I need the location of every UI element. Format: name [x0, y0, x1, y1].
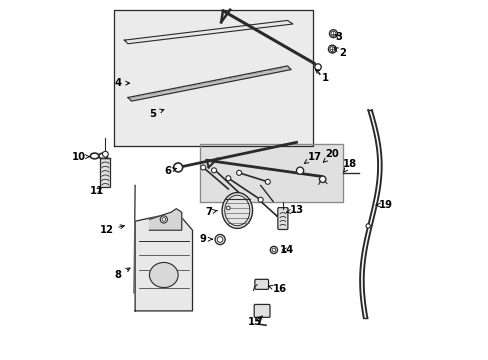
Text: 3: 3: [334, 32, 341, 41]
Ellipse shape: [271, 248, 275, 252]
Ellipse shape: [211, 168, 216, 173]
Ellipse shape: [173, 163, 182, 172]
Ellipse shape: [149, 262, 178, 288]
Text: 14: 14: [279, 245, 293, 255]
Ellipse shape: [99, 153, 107, 159]
Polygon shape: [135, 212, 192, 311]
Ellipse shape: [329, 46, 334, 51]
Ellipse shape: [215, 234, 224, 244]
Ellipse shape: [236, 170, 241, 175]
Text: 1: 1: [315, 69, 328, 83]
Ellipse shape: [90, 153, 99, 159]
Ellipse shape: [162, 218, 165, 221]
Ellipse shape: [225, 176, 230, 181]
Ellipse shape: [217, 237, 223, 242]
Ellipse shape: [365, 224, 369, 228]
Polygon shape: [113, 10, 312, 146]
Text: 15: 15: [247, 317, 261, 327]
Ellipse shape: [319, 176, 325, 183]
Text: 8: 8: [115, 268, 130, 280]
Ellipse shape: [329, 30, 337, 38]
Bar: [100, 158, 110, 187]
Text: 5: 5: [149, 109, 163, 119]
Polygon shape: [128, 66, 290, 101]
Polygon shape: [124, 21, 292, 44]
Ellipse shape: [160, 216, 167, 223]
Text: 20: 20: [323, 149, 339, 162]
Polygon shape: [199, 144, 343, 202]
Text: 17: 17: [304, 152, 321, 163]
Text: 13: 13: [286, 206, 303, 216]
Text: 6: 6: [163, 166, 176, 176]
Ellipse shape: [330, 31, 335, 36]
Text: 10: 10: [72, 152, 89, 162]
Text: 9: 9: [200, 234, 212, 244]
Ellipse shape: [226, 206, 230, 210]
Text: 18: 18: [343, 159, 357, 172]
FancyBboxPatch shape: [254, 279, 268, 289]
Text: 2: 2: [333, 48, 346, 58]
Ellipse shape: [201, 165, 205, 170]
Text: 7: 7: [205, 207, 217, 217]
Ellipse shape: [102, 151, 108, 157]
Text: 4: 4: [115, 78, 129, 88]
Text: 11: 11: [89, 186, 103, 196]
Ellipse shape: [270, 246, 277, 253]
FancyBboxPatch shape: [277, 208, 287, 229]
Ellipse shape: [314, 64, 321, 70]
Ellipse shape: [265, 179, 270, 184]
Ellipse shape: [222, 193, 252, 228]
Ellipse shape: [258, 197, 263, 202]
Text: 16: 16: [268, 284, 286, 294]
Text: 12: 12: [99, 225, 124, 235]
Ellipse shape: [328, 45, 336, 53]
Ellipse shape: [296, 167, 303, 174]
Polygon shape: [149, 209, 182, 230]
Text: 19: 19: [375, 200, 392, 210]
FancyBboxPatch shape: [254, 305, 269, 318]
